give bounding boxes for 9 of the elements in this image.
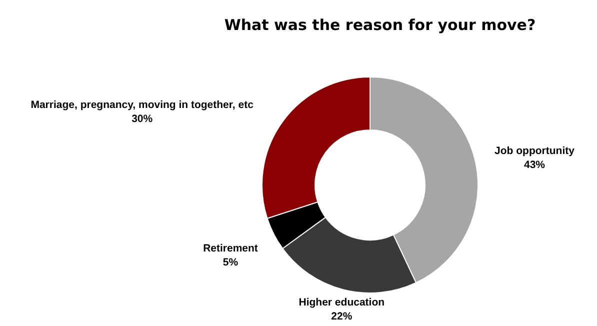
data-label: 22% — [331, 310, 353, 322]
chart-title: What was the reason for your move? — [223, 16, 537, 34]
slice-label: Higher education — [298, 296, 385, 308]
data-label: 5% — [222, 256, 239, 268]
data-label: 43% — [524, 158, 546, 171]
data-label: 30% — [132, 113, 154, 126]
slice-label: Job opportunity — [494, 144, 575, 157]
slice-label: Marriage, pregnancy, moving in together, etc — [30, 99, 254, 112]
slice-label: Retirement — [203, 242, 258, 254]
